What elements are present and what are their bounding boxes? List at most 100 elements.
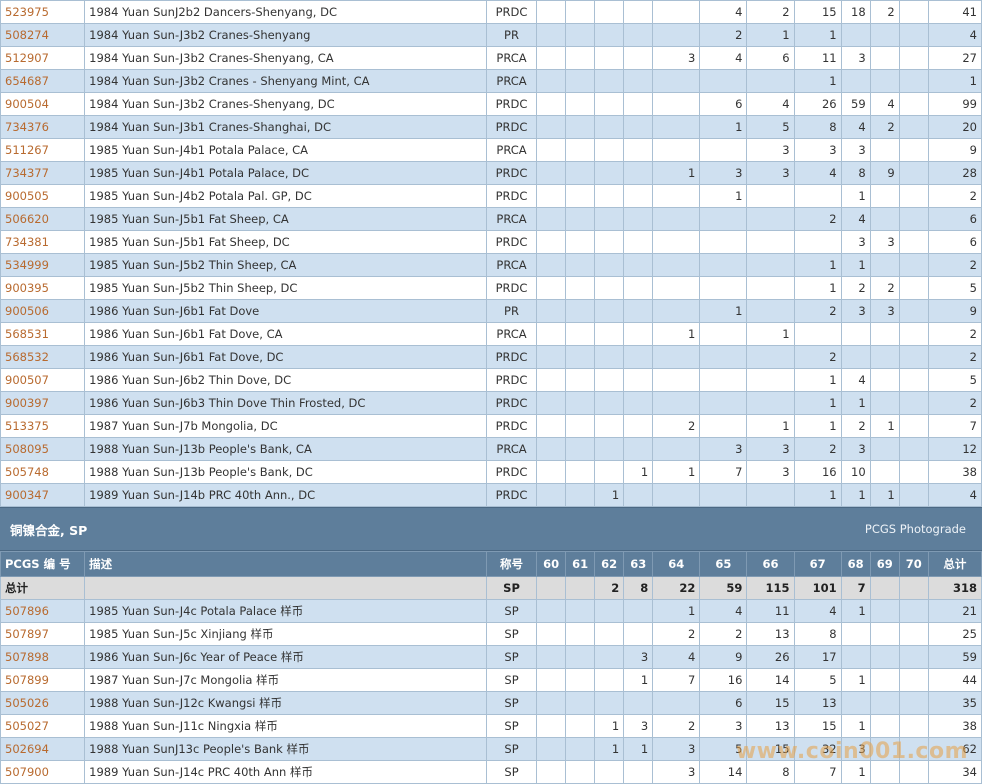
coin-code-link[interactable]: 900505	[5, 189, 49, 203]
header-grade[interactable]: 66	[746, 551, 795, 577]
coin-designation: SP	[485, 760, 538, 784]
photograde-link[interactable]: PCGS Photograde	[864, 522, 966, 536]
grade-count	[594, 138, 625, 162]
grade-count	[840, 23, 871, 47]
grade-count	[623, 0, 654, 24]
row-total: 4	[927, 483, 982, 507]
header-grade[interactable]: 64	[652, 551, 701, 577]
grade-count	[536, 437, 567, 461]
grade-count	[623, 138, 654, 162]
grade-count	[746, 207, 795, 231]
header-grade[interactable]: 62	[594, 551, 625, 577]
coin-code-link[interactable]: 507896	[5, 604, 49, 618]
grade-count	[840, 622, 871, 646]
coin-code-link[interactable]: 734381	[5, 235, 49, 249]
header-den[interactable]: 称号	[485, 551, 538, 577]
header-grade[interactable]: 69	[869, 551, 900, 577]
grade-count	[623, 207, 654, 231]
coin-code-link[interactable]: 654687	[5, 74, 49, 88]
grade-count	[565, 23, 596, 47]
coin-code-link[interactable]: 900506	[5, 304, 49, 318]
grade-count	[536, 737, 567, 761]
coin-code-link[interactable]: 513375	[5, 419, 49, 433]
grade-count: 1	[623, 737, 654, 761]
grade-count	[594, 460, 625, 484]
grade-count	[898, 115, 929, 139]
grade-count: 1	[840, 668, 871, 692]
grade-count	[623, 622, 654, 646]
grade-count	[869, 437, 900, 461]
coin-description: 1985 Yuan Sun-J5b2 Thin Sheep, DC	[84, 276, 487, 300]
coin-code-link[interactable]: 900507	[5, 373, 49, 387]
coin-code-link[interactable]: 568532	[5, 350, 49, 364]
header-code[interactable]: PCGS 编 号	[0, 551, 86, 577]
summary-desc	[84, 576, 487, 600]
coin-code-link[interactable]: 505027	[5, 719, 49, 733]
header-grade[interactable]: 61	[565, 551, 596, 577]
coin-code-link[interactable]: 506620	[5, 212, 49, 226]
table-row: 534999 1985 Yuan Sun-J5b2 Thin Sheep, CA P…	[0, 253, 982, 277]
coin-code-link[interactable]: 512907	[5, 51, 49, 65]
grade-count	[869, 599, 900, 623]
header-grade[interactable]: 67	[793, 551, 842, 577]
coin-code-link[interactable]: 900395	[5, 281, 49, 295]
coin-code-link[interactable]: 568531	[5, 327, 49, 341]
header-grade[interactable]: 60	[536, 551, 567, 577]
grade-count: 3	[840, 299, 871, 323]
coin-code-link[interactable]: 734377	[5, 166, 49, 180]
coin-code-cell: 507898	[0, 645, 86, 669]
grade-count: 8	[746, 760, 795, 784]
coin-code-link[interactable]: 534999	[5, 258, 49, 272]
coin-designation: PRDC	[485, 391, 538, 415]
coin-code-link[interactable]: 505026	[5, 696, 49, 710]
coin-code-link[interactable]: 511267	[5, 143, 49, 157]
grade-count	[565, 322, 596, 346]
grade-count	[840, 691, 871, 715]
table-row: 523975 1984 Yuan SunJ2b2 Dancers-Shenyang…	[0, 0, 982, 24]
coin-code-link[interactable]: 507900	[5, 765, 49, 779]
coin-code-link[interactable]: 900504	[5, 97, 49, 111]
header-total[interactable]: 总计	[927, 551, 982, 577]
summary-grade-count: 59	[699, 576, 748, 600]
coin-code-link[interactable]: 734376	[5, 120, 49, 134]
coin-code-link[interactable]: 900347	[5, 488, 49, 502]
header-desc[interactable]: 描述	[84, 551, 487, 577]
grade-count	[594, 115, 625, 139]
grade-count	[652, 184, 701, 208]
header-grade[interactable]: 68	[840, 551, 871, 577]
grade-count	[594, 645, 625, 669]
coin-description: 1986 Yuan Sun-J6b2 Thin Dove, DC	[84, 368, 487, 392]
grade-count	[536, 46, 567, 70]
header-grade[interactable]: 63	[623, 551, 654, 577]
grade-count: 1	[793, 253, 842, 277]
grade-count: 8	[793, 115, 842, 139]
grade-count	[536, 668, 567, 692]
grade-count	[594, 161, 625, 185]
coin-code-link[interactable]: 900397	[5, 396, 49, 410]
row-total: 44	[927, 668, 982, 692]
grade-count	[594, 92, 625, 116]
coin-code-link[interactable]: 502694	[5, 742, 49, 756]
grade-count	[746, 368, 795, 392]
grade-count	[536, 483, 567, 507]
grade-count	[898, 599, 929, 623]
coin-code-cell: 513375	[0, 414, 86, 438]
coin-designation: SP	[485, 622, 538, 646]
coin-code-link[interactable]: 507899	[5, 673, 49, 687]
coin-code-cell: 900395	[0, 276, 86, 300]
grade-count	[652, 253, 701, 277]
coin-code-link[interactable]: 507897	[5, 627, 49, 641]
coin-code-link[interactable]: 508095	[5, 442, 49, 456]
coin-code-link[interactable]: 523975	[5, 5, 49, 19]
grade-count: 32	[793, 737, 842, 761]
coin-code-link[interactable]: 505748	[5, 465, 49, 479]
grade-count: 8	[793, 622, 842, 646]
header-grade[interactable]: 65	[699, 551, 748, 577]
coin-code-link[interactable]: 507898	[5, 650, 49, 664]
coin-code-link[interactable]: 508274	[5, 28, 49, 42]
table-row: 507896 1985 Yuan Sun-J4c Potala Palace 样币…	[0, 599, 982, 623]
grade-count	[898, 161, 929, 185]
grade-count: 3	[746, 437, 795, 461]
header-grade[interactable]: 70	[898, 551, 929, 577]
row-total: 2	[927, 322, 982, 346]
